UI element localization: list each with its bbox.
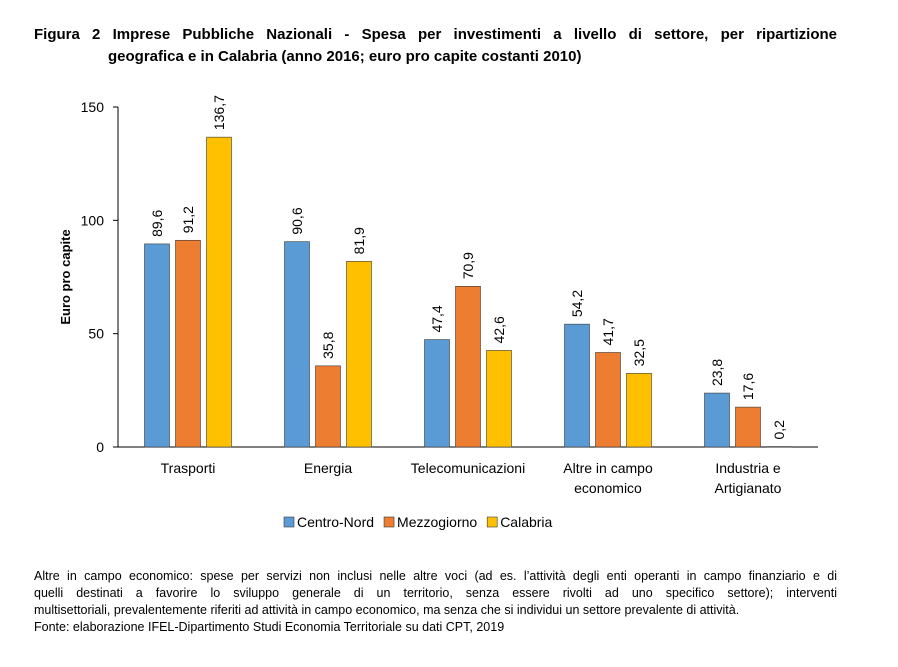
y-tick-label: 150 [81, 99, 105, 115]
x-tick-label: Telecomunicazioni [411, 460, 525, 476]
data-label: 0,2 [771, 420, 787, 440]
data-label: 90,6 [289, 207, 305, 234]
data-label: 41,7 [600, 318, 616, 345]
bar [424, 339, 450, 448]
data-label: 42,6 [491, 316, 507, 343]
chart-title-line1: Figura 2 Imprese Pubbliche Nazionali - S… [34, 26, 837, 43]
legend-swatch [486, 516, 498, 528]
bar [595, 352, 621, 448]
legend-swatch [383, 516, 395, 528]
data-label: 70,9 [460, 252, 476, 279]
bar [284, 241, 310, 448]
y-axis-title: Euro pro capite [58, 229, 73, 324]
data-label: 54,2 [569, 290, 585, 317]
x-tick-label: Artigianato [715, 480, 782, 496]
chart-title-line2: geografica e in Calabria (anno 2016; eur… [108, 48, 582, 65]
note-line1: Altre in campo economico: spese per serv… [34, 569, 837, 583]
bar [704, 392, 730, 448]
bar-chart: 0 50 100 150 Euro pro capite 89,6 91,2 136,7 Tra… [58, 95, 818, 530]
data-label: 23,8 [709, 359, 725, 386]
legend-label: Calabria [500, 514, 552, 530]
data-label: 35,8 [320, 331, 336, 358]
data-label: 81,9 [351, 227, 367, 254]
y-tick-label: 0 [96, 439, 104, 455]
bar [315, 365, 341, 448]
bar [144, 243, 170, 448]
chart-title: Figura 2 Imprese Pubbliche Nazionali - S… [34, 24, 837, 68]
data-label: 32,5 [631, 339, 647, 366]
bar [175, 239, 201, 448]
source-note: Fonte: elaborazione IFEL-Dipartimento St… [34, 620, 505, 634]
x-tick-label: Industria e [715, 460, 781, 476]
note-line2: quelli destinati a favorire lo sviluppo … [34, 586, 837, 600]
x-tick-label: Altre in campo [563, 460, 653, 476]
bar [735, 406, 761, 448]
y-tick-label: 100 [81, 212, 105, 228]
x-tick-label: Energia [304, 460, 352, 476]
bar [455, 285, 481, 448]
data-label: 89,6 [149, 209, 165, 236]
bar [626, 373, 652, 448]
data-label: 136,7 [211, 95, 227, 130]
legend-label: Mezzogiorno [397, 514, 477, 530]
data-label: 47,4 [429, 305, 445, 332]
chart-notes: Altre in campo economico: spese per serv… [34, 568, 837, 636]
bar [486, 350, 512, 448]
y-tick-label: 50 [88, 326, 104, 342]
x-tick-label: economico [574, 480, 642, 496]
bar [766, 446, 792, 448]
note-line3: multisettoriali, prevalentemente riferit… [34, 603, 740, 617]
bar [346, 261, 372, 448]
data-label: 17,6 [740, 373, 756, 400]
legend-swatch [283, 516, 295, 528]
bar [564, 323, 590, 448]
x-tick-label: Trasporti [161, 460, 216, 476]
legend-label: Centro-Nord [297, 514, 374, 530]
bar [206, 136, 232, 448]
data-label: 91,2 [180, 206, 196, 233]
